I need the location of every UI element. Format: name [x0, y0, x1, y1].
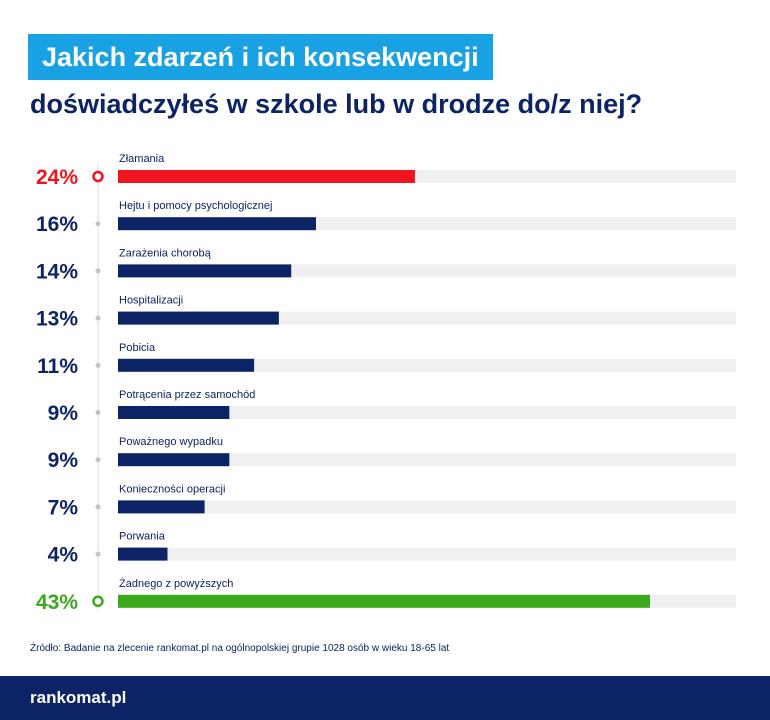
value-label: 24%	[36, 166, 78, 189]
chart-title: Jakich zdarzeń i ich konsekwencji	[42, 42, 479, 72]
marker-dot	[95, 551, 101, 557]
marker-dot	[95, 457, 101, 463]
marker-dot	[95, 362, 101, 368]
category-label: Hejtu i pomocy psychologicznej	[119, 200, 272, 212]
bar-9	[118, 594, 650, 608]
bar-track	[118, 406, 736, 419]
value-label: 11%	[37, 355, 78, 378]
marker-dot	[92, 595, 104, 608]
bar-0	[118, 170, 415, 183]
bar-4	[118, 358, 255, 372]
value-label: 7%	[48, 496, 79, 519]
category-label: Porwania	[119, 531, 166, 543]
bar-chart: Złamania 24% Hejtu i pomocy psychologiczne…	[36, 153, 736, 614]
marker-dot	[95, 410, 101, 415]
category-label: Konieczności operacji	[119, 483, 225, 495]
value-label: 43%	[36, 591, 78, 614]
category-label: Żadnego z powyższych	[119, 577, 233, 590]
bar-1	[118, 217, 316, 231]
footer-bar: rankomat.pl	[0, 676, 770, 720]
category-label: Poważnego wypadku	[119, 436, 223, 448]
category-label: Złamania	[119, 153, 165, 165]
value-label: 9%	[48, 402, 79, 425]
bar-5	[118, 406, 230, 419]
marker-dot	[95, 504, 101, 510]
marker-dot	[95, 315, 101, 321]
marker-dot	[95, 221, 101, 227]
bar-track	[118, 547, 736, 561]
category-label: Potrącenia przez samochód	[119, 389, 255, 401]
value-label: 4%	[48, 544, 79, 567]
bar-track	[118, 358, 736, 372]
category-label: Zarażenia chorobą	[119, 247, 212, 259]
title-banner: Jakich zdarzeń i ich konsekwencji	[28, 34, 493, 80]
bar-track	[118, 453, 736, 467]
bar-track	[118, 500, 736, 514]
category-label: Hospitalizacji	[119, 295, 183, 307]
rankomat-logo: rankomat.pl	[30, 688, 127, 707]
marker-dot	[95, 268, 101, 274]
value-label: 14%	[36, 260, 78, 283]
bar-6	[118, 453, 230, 467]
chart-subtitle: doświadczyłeś w szkole lub w drodze do/z…	[30, 89, 643, 119]
value-label: 9%	[48, 449, 79, 472]
value-label: 16%	[36, 213, 78, 236]
marker-dot	[92, 170, 104, 183]
bar-3	[118, 311, 279, 325]
value-label: 13%	[36, 308, 78, 331]
bar-7	[118, 500, 205, 514]
bar-8	[118, 547, 168, 561]
category-label: Pobicia	[119, 342, 156, 354]
source-note: Źródło: Badanie na zlecenie rankomat.pl …	[30, 643, 450, 654]
bar-2	[118, 264, 292, 278]
